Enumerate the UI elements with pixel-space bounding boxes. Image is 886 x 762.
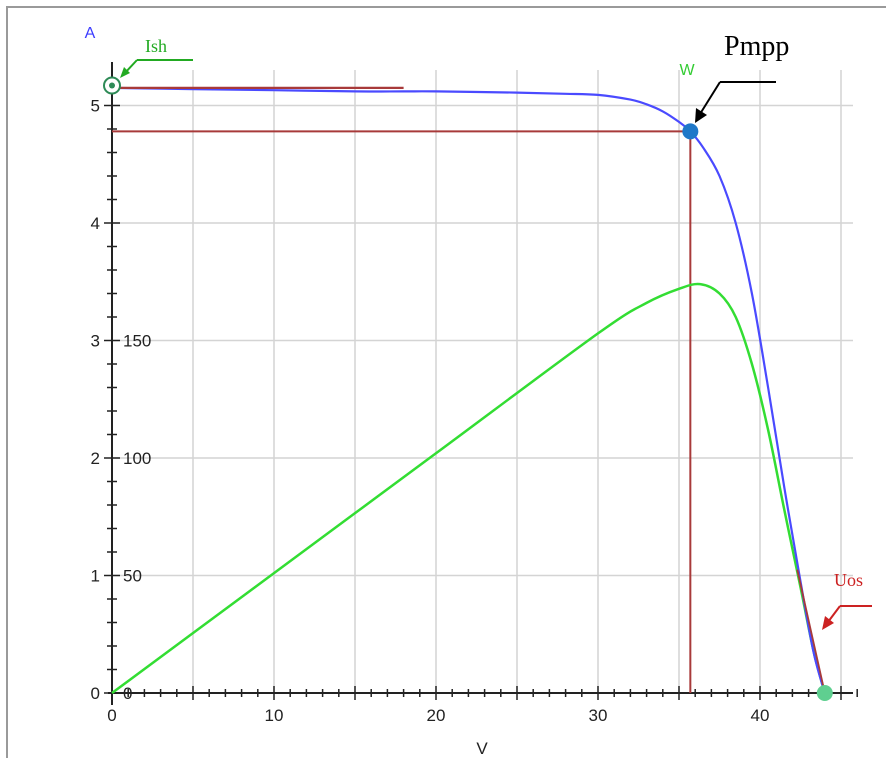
isc-annotation-arrowhead [120,67,130,78]
uoc-tail-segment [796,569,826,694]
power-curve-label: W [679,62,695,79]
grid [112,70,853,693]
series [111,86,827,695]
y-tick-label-power: 50 [123,567,142,586]
x-axis-label: V [476,739,488,758]
y-axis-label-current: A [85,25,96,42]
uoc-point [816,685,833,701]
mpp-point [682,123,699,140]
x-tick-label: 30 [589,706,608,725]
isc-point-center [109,82,115,89]
y-tick-label-power: 100 [123,449,151,468]
y-tick-label-current: 1 [91,567,100,586]
y-tick-label-power: 150 [123,332,151,351]
x-tick-label: 40 [751,706,770,725]
uoc-annotation-label: Uos [834,570,863,590]
y-tick-label-current: 4 [91,214,100,233]
y-tick-label-current: 3 [91,332,100,351]
markers [103,76,833,701]
x-tick-label: 0 [107,706,116,725]
y-tick-label-current: 5 [91,97,100,116]
current-curve [111,86,826,694]
uoc-annotation-arrowhead [822,616,834,630]
x-tick-label: 10 [265,706,284,725]
uoc-annotation-arrow [827,605,841,623]
y-tick-label-power: 0 [123,684,132,703]
isc-annotation-label: Ish [145,36,167,56]
y-tick-label-current: 0 [91,684,100,703]
y-tick-label-current: 2 [91,449,100,468]
x-tick-label: 20 [427,706,446,725]
pmpp-annotation-arrowhead [695,108,707,123]
pmpp-annotation-label: Pmpp [724,31,789,62]
power-curve [111,282,827,695]
pmpp-annotation-arrow [699,81,721,115]
